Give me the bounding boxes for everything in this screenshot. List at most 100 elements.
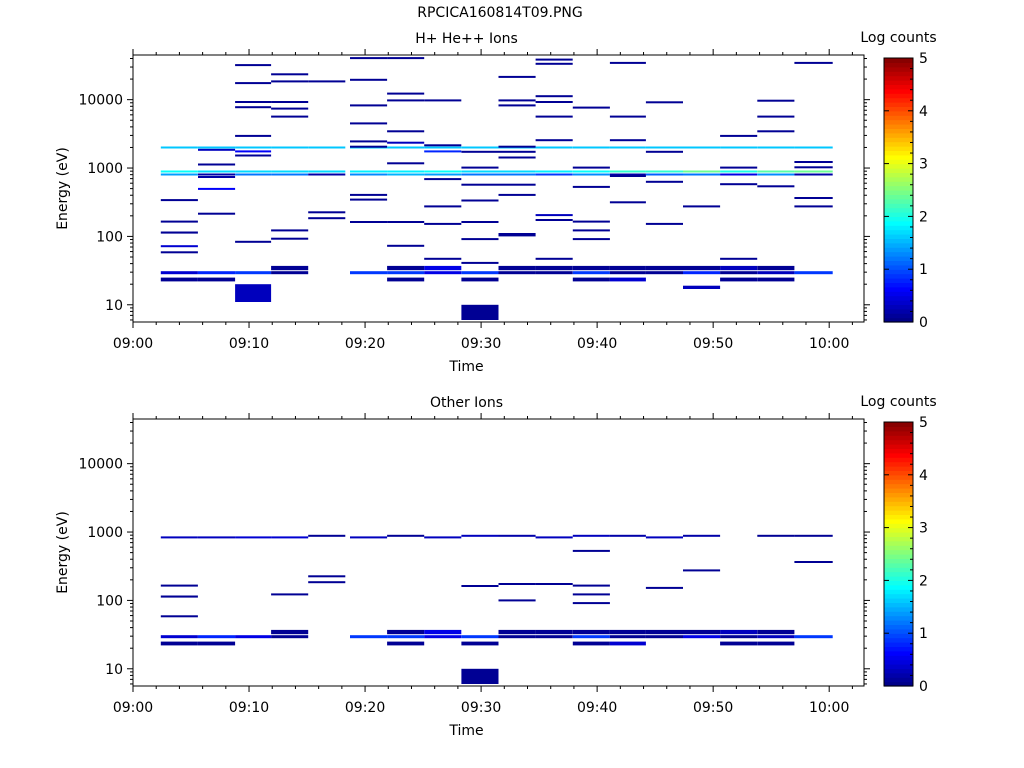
panel1-heatmap-cell bbox=[720, 134, 758, 137]
panel1-heatmap-cell bbox=[498, 173, 536, 176]
panel2-heatmap-cell bbox=[572, 593, 610, 596]
panel1-colorbar-segment bbox=[884, 212, 913, 217]
panel1-heatmap-cell bbox=[350, 193, 388, 196]
panel1-heatmap-cell bbox=[645, 101, 683, 104]
panel2-colorbar-segment bbox=[884, 527, 913, 533]
panel1-heatmap-cell bbox=[461, 150, 499, 153]
panel2-y-tick-label: 1000 bbox=[87, 525, 123, 541]
panel1-colorbar-segment bbox=[884, 242, 913, 248]
panel1-heatmap-cell bbox=[498, 170, 536, 173]
panel2-heatmap-cell bbox=[683, 569, 721, 572]
panel1-heatmap-cell bbox=[720, 146, 758, 149]
panel1-colorbar-segment bbox=[884, 286, 913, 292]
panel1-colorbar-segment bbox=[884, 185, 913, 191]
panel2-colorbar-segment bbox=[884, 664, 913, 669]
panel2-colorbar-segment bbox=[884, 470, 913, 476]
panel1-colorbar-segment bbox=[884, 119, 913, 125]
panel1-colorbar-tick-label: 1 bbox=[919, 262, 928, 278]
panel1-colorbar-segment bbox=[884, 102, 913, 107]
panel1-heatmap-cell bbox=[757, 170, 795, 173]
panel1-heatmap-cell bbox=[387, 57, 425, 60]
panel1-heatmap-cell bbox=[609, 265, 646, 271]
panel1-colorbar-segment bbox=[884, 295, 913, 301]
panel1-x-tick-label: 10:00 bbox=[809, 336, 849, 352]
panel1-heatmap-cell bbox=[535, 214, 573, 217]
panel2-colorbar-segment bbox=[884, 593, 913, 599]
panel1-heatmap-cell bbox=[160, 245, 198, 248]
panel1-heatmap-cell bbox=[424, 271, 462, 275]
panel2-heatmap-cell bbox=[461, 668, 499, 684]
panel1-heatmap-cell bbox=[498, 104, 536, 107]
panel1-colorbar-segment bbox=[884, 273, 913, 279]
panel1-x-tick-label: 09:30 bbox=[461, 336, 501, 352]
panel2-heatmap-cell bbox=[271, 635, 309, 639]
panel1-heatmap-cell bbox=[424, 205, 462, 208]
panel2-plot-frame bbox=[132, 418, 865, 687]
panel2-colorbar-tick-label: 3 bbox=[919, 521, 928, 537]
panel1-heatmap-cell bbox=[387, 173, 425, 176]
panel2-colorbar-segment bbox=[884, 474, 913, 480]
panel1-x-tick-label: 09:50 bbox=[693, 336, 733, 352]
panel1-heatmap-cell bbox=[461, 183, 499, 186]
panel1-colorbar-tick-label: 4 bbox=[919, 104, 928, 120]
panel1-colorbar-segment bbox=[884, 58, 913, 63]
panel1-heatmap-cell bbox=[683, 173, 721, 176]
panel1-colorbar-segment bbox=[884, 234, 913, 239]
page-title: RPCICA160814T09.PNG bbox=[417, 5, 583, 21]
panel1-y-axis-label: Energy (eV) bbox=[55, 147, 71, 230]
panel1-heatmap-cell bbox=[350, 271, 388, 275]
panel2-heatmap-cell bbox=[572, 584, 610, 587]
panel2-heatmap-cell bbox=[535, 635, 573, 639]
panel1-heatmap-cell bbox=[160, 277, 198, 282]
panel1-heatmap-cell bbox=[160, 251, 198, 254]
panel1-heatmap-cell bbox=[535, 139, 573, 142]
panel2-colorbar-segment bbox=[884, 466, 913, 471]
panel1-heatmap-cell bbox=[645, 265, 683, 271]
panel1-colorbar-frame bbox=[883, 57, 914, 323]
panel1-heatmap-cell bbox=[461, 221, 499, 223]
panel1-heatmap-cell bbox=[424, 222, 462, 225]
panel2-title: Other Ions bbox=[430, 395, 503, 411]
panel2-heatmap-cell bbox=[720, 635, 758, 639]
panel2-heatmap-cell bbox=[198, 536, 236, 539]
panel1-colorbar-segment bbox=[884, 168, 913, 173]
panel1-colorbar-segment bbox=[884, 97, 913, 103]
panel2-heatmap-cell bbox=[461, 534, 499, 537]
panel1-heatmap-cell bbox=[720, 166, 758, 169]
panel1-colorbar-segment bbox=[884, 163, 913, 169]
panel1-heatmap-cell bbox=[757, 271, 795, 275]
panel2-y-axis-label: Energy (eV) bbox=[55, 511, 71, 594]
panel1-heatmap-cell bbox=[609, 146, 646, 149]
panel1-heatmap-cell bbox=[387, 130, 425, 133]
panel1-heatmap-cell bbox=[160, 199, 198, 202]
panel1-plot-frame bbox=[132, 54, 865, 323]
panel1-heatmap-cell bbox=[535, 271, 573, 275]
panel2-colorbar-segment bbox=[884, 514, 913, 520]
panel2-colorbar-segment bbox=[884, 435, 913, 441]
panel2-colorbar-segment bbox=[884, 602, 913, 608]
panel1-colorbar-segment bbox=[884, 313, 913, 319]
panel2-colorbar-segment bbox=[884, 518, 913, 524]
panel1-heatmap-cell bbox=[609, 175, 646, 177]
panel2-heatmap-cell bbox=[424, 536, 462, 539]
panel1-heatmap-cell bbox=[683, 271, 721, 275]
panel2-heatmap-cell bbox=[235, 635, 272, 639]
panel1-heatmap-cell bbox=[160, 146, 198, 149]
panel1-heatmap-cell bbox=[271, 80, 309, 83]
panel1-colorbar-segment bbox=[884, 282, 913, 288]
panel2-heatmap-cell bbox=[645, 586, 683, 589]
panel1-heatmap-cell bbox=[271, 146, 309, 149]
panel1-heatmap-cell bbox=[198, 173, 236, 176]
panel2-heatmap-cell bbox=[308, 581, 346, 584]
panel1-heatmap-cell bbox=[235, 271, 272, 275]
panel1-heatmap-cell bbox=[424, 257, 462, 260]
panel1-heatmap-cell bbox=[572, 220, 610, 223]
panel2-colorbar-segment bbox=[884, 615, 913, 621]
panel1-heatmap-cell bbox=[308, 170, 346, 173]
panel1-heatmap-cell bbox=[535, 115, 573, 118]
panel1-heatmap-cell bbox=[424, 170, 462, 173]
panel1-colorbar-label: Log counts bbox=[860, 30, 936, 46]
panel1-heatmap-cell bbox=[609, 170, 646, 173]
panel1-heatmap-cell bbox=[720, 265, 758, 271]
panel1-heatmap-cell bbox=[794, 170, 833, 173]
